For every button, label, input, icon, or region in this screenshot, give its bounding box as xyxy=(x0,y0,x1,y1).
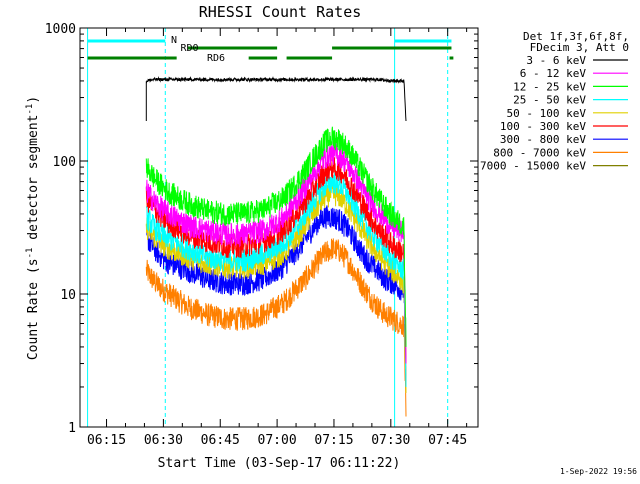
series-line-12-25kev xyxy=(145,126,407,347)
y-axis-title-part1: Count Rate (s xyxy=(26,258,41,360)
plot-frame xyxy=(79,27,479,428)
footer-timestamp: 1-Sep-2022 19:56 xyxy=(560,467,637,476)
x-axis-title: Start Time (03-Sep-17 06:11:22) xyxy=(158,456,401,471)
y-tick-label-2: 100 xyxy=(53,155,76,170)
series-line-100-300kev xyxy=(145,155,407,364)
x-tick-label-1: 06:30 xyxy=(144,433,183,448)
x-tick-label-4: 07:15 xyxy=(314,433,353,448)
legend-header-line2: FDecim 3, Att 0 xyxy=(530,41,629,54)
y-axis-title: Count Rate (s-1 detector segment-1) xyxy=(25,96,41,360)
y-axis-title-sup2: -1 xyxy=(25,104,35,115)
legend-header-line1: Det 1f,3f,6f,8f, xyxy=(523,30,629,43)
x-tick-label-3: 07:00 xyxy=(258,433,297,448)
series-line-3-6kev xyxy=(145,76,407,122)
series-line-800-7000kev xyxy=(145,238,407,417)
y-axis-title-part3: ) xyxy=(26,96,41,104)
legend-label-1: 6 - 12 keV xyxy=(520,67,587,80)
state-label-n: N xyxy=(171,35,177,46)
legend-label-0: 3 - 6 keV xyxy=(526,54,586,67)
legend-label-6: 300 - 800 keV xyxy=(500,133,586,146)
legend-label-3: 25 - 50 keV xyxy=(513,94,586,107)
x-tick-label-0: 06:15 xyxy=(87,433,126,448)
y-tick-label-3: 1000 xyxy=(45,22,76,37)
axes: 06:15 06:30 06:45 07:00 07:15 07:30 07:45 1 10 10… xyxy=(45,22,479,448)
legend-label-2: 12 - 25 keV xyxy=(513,80,586,93)
series-line-300-800kev xyxy=(145,205,407,388)
legend-label-8: 7000 - 15000 keV xyxy=(480,160,586,173)
legend-label-5: 100 - 300 keV xyxy=(500,120,586,133)
chart-title: RHESSI Count Rates xyxy=(199,3,362,21)
x-tick-label-2: 06:45 xyxy=(201,433,240,448)
y-axis-title-sup1: -1 xyxy=(25,248,35,259)
state-label-rd0: RD0 xyxy=(180,43,198,54)
state-label-rd6: RD6 xyxy=(207,53,225,64)
legend-label-4: 50 - 100 keV xyxy=(507,107,587,120)
legend: Det 1f,3f,6f,8f, FDecim 3, Att 0 3 - 6 k… xyxy=(480,30,629,173)
y-tick-label-0: 1 xyxy=(68,421,76,436)
y-tick-label-1: 10 xyxy=(60,288,76,303)
x-tick-label-5: 07:30 xyxy=(371,433,410,448)
x-tick-label-6: 07:45 xyxy=(428,433,467,448)
legend-label-7: 800 - 7000 keV xyxy=(493,146,586,159)
y-axis-title-part2: detector segment xyxy=(26,115,41,248)
